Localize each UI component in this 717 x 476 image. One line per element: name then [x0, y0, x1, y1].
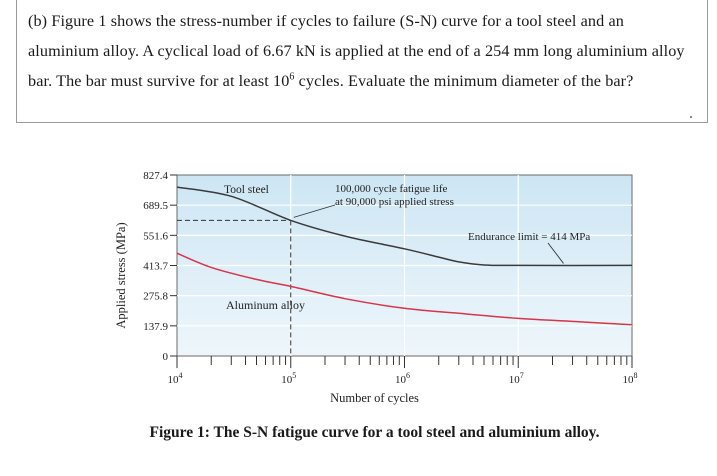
y-tick-label: 689.5 — [143, 200, 168, 212]
annotation-fatigue-life-2: at 90,000 psi applied stress — [335, 196, 454, 208]
y-tick-label: 0 — [163, 351, 169, 363]
aluminum-alloy-curve — [176, 252, 633, 326]
annotation-fatigue-life-1: 100,000 cycle fatigue life — [335, 183, 448, 195]
stray-dot — [690, 116, 692, 118]
label-tool-steel: Tool steel — [224, 184, 269, 196]
y-tick-label: 413.7 — [143, 261, 168, 273]
x-tick-label: 105 — [281, 371, 296, 386]
y-tick-label: 827.4 — [143, 170, 168, 182]
x-tick-label: 108 — [623, 371, 638, 386]
x-tick-label: 107 — [509, 371, 524, 386]
y-axis-label: Applied stress (MPa) — [114, 222, 128, 328]
question-part: (b) — [28, 12, 48, 30]
question-frame — [16, 0, 708, 123]
annotation-leader-fatigue — [293, 204, 336, 218]
question-exponent: 6 — [289, 71, 295, 83]
y-tick-label: 551.6 — [143, 230, 168, 242]
question-text: (b) Figure 1 shows the stress-number if … — [28, 6, 698, 96]
question-body: Figure 1 shows the stress-number if cycl… — [28, 12, 685, 90]
x-tick-label: 104 — [168, 371, 183, 386]
annotation-leader-endurance — [547, 242, 564, 264]
label-aluminum-alloy: Aluminum alloy — [226, 298, 305, 312]
x-tick-label: 106 — [395, 371, 410, 386]
question-body-end: cycles. Evaluate the minimum diameter of… — [294, 72, 634, 90]
y-tick-label: 137.9 — [143, 321, 168, 333]
figure-caption: Figure 1: The S-N fatigue curve for a to… — [149, 424, 600, 441]
annotation-endurance-limit: Endurance limit = 414 MPa — [468, 231, 590, 243]
x-axis-label: Number of cycles — [330, 391, 419, 405]
tool-steel-curve — [176, 186, 633, 267]
y-tick-label: 275.8 — [143, 291, 168, 303]
